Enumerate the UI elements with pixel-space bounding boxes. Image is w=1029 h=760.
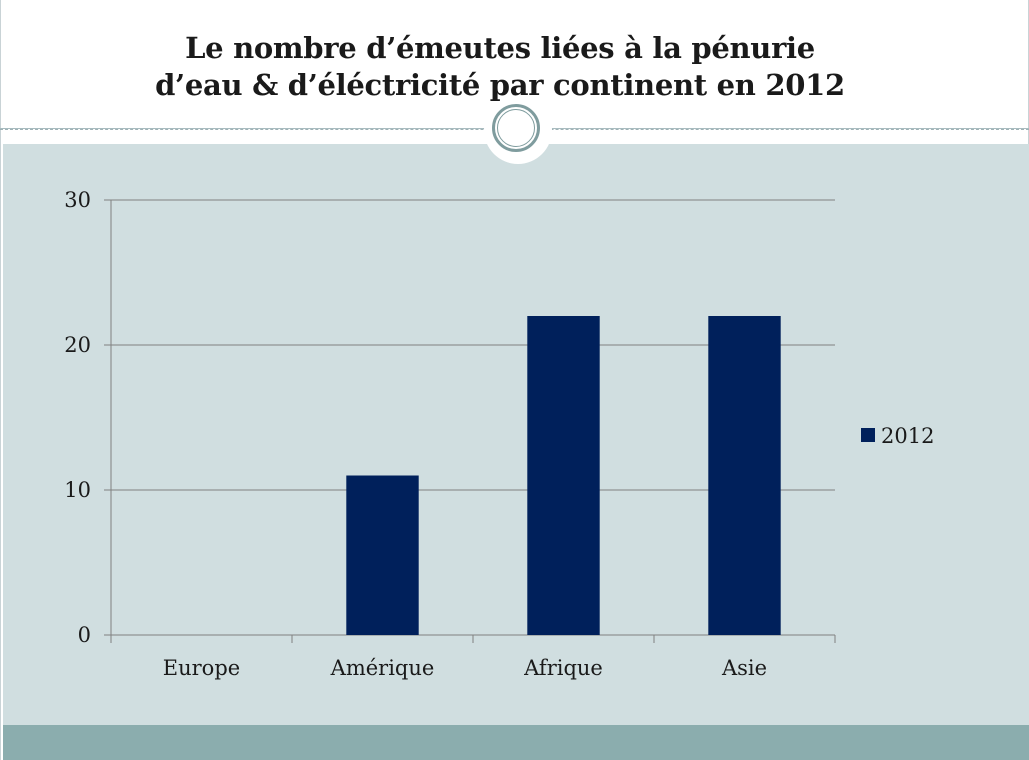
bar-asie xyxy=(708,316,781,635)
footer-band xyxy=(3,725,1029,760)
slide-title: Le nombre d’émeutes liées à la pénurie d… xyxy=(0,30,1000,104)
slide-title-line-1: Le nombre d’émeutes liées à la pénurie xyxy=(185,31,815,65)
bar-amérique xyxy=(346,475,419,635)
y-tick-label: 30 xyxy=(64,188,91,212)
x-tick-label: Amérique xyxy=(330,656,435,680)
y-tick-label: 0 xyxy=(78,623,91,647)
bar-afrique xyxy=(527,316,600,635)
circle-ornament-inner-ring xyxy=(497,109,535,147)
x-tick-label: Afrique xyxy=(523,656,603,680)
y-tick-label: 10 xyxy=(64,478,91,502)
x-tick-label: Asie xyxy=(721,656,767,680)
y-tick-label: 20 xyxy=(64,333,91,357)
chart-panel xyxy=(3,144,1029,725)
slide-title-line-2: d’eau & d’éléctricité par continent en 2… xyxy=(155,68,845,102)
circle-ornament-ring xyxy=(492,104,540,152)
legend-swatch xyxy=(861,428,875,442)
legend-label: 2012 xyxy=(881,424,934,448)
x-tick-label: Europe xyxy=(163,656,240,680)
